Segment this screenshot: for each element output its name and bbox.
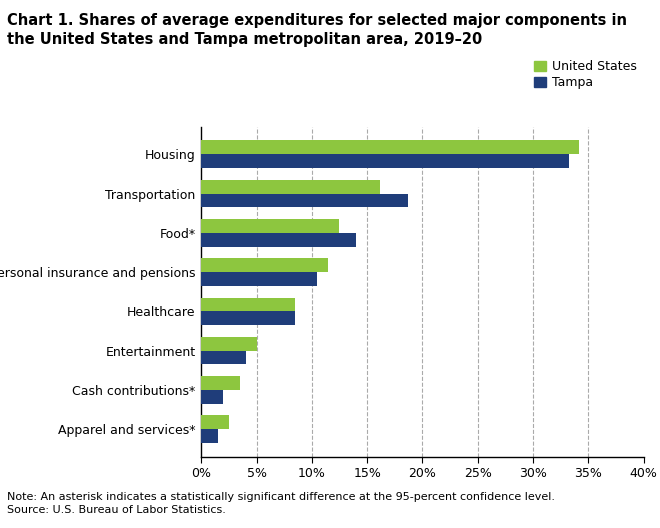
Bar	[201, 140, 579, 154]
Bar	[201, 180, 380, 193]
Bar	[201, 233, 356, 247]
Bar	[201, 193, 408, 208]
Bar	[201, 351, 246, 364]
Text: Note: An asterisk indicates a statistically significant difference at the 95-per: Note: An asterisk indicates a statistica…	[7, 492, 554, 515]
Text: Chart 1. Shares of average expenditures for selected major components in
the Uni: Chart 1. Shares of average expenditures …	[7, 13, 626, 47]
Bar	[201, 416, 229, 429]
Bar	[201, 390, 223, 404]
Bar	[201, 429, 218, 443]
Legend: United States, Tampa: United States, Tampa	[534, 60, 638, 89]
Bar	[201, 272, 317, 286]
Bar	[201, 219, 339, 233]
Bar	[201, 337, 257, 351]
Bar	[201, 376, 240, 390]
Bar	[201, 154, 570, 168]
Bar	[201, 298, 295, 312]
Bar	[201, 312, 295, 325]
Bar	[201, 258, 329, 272]
